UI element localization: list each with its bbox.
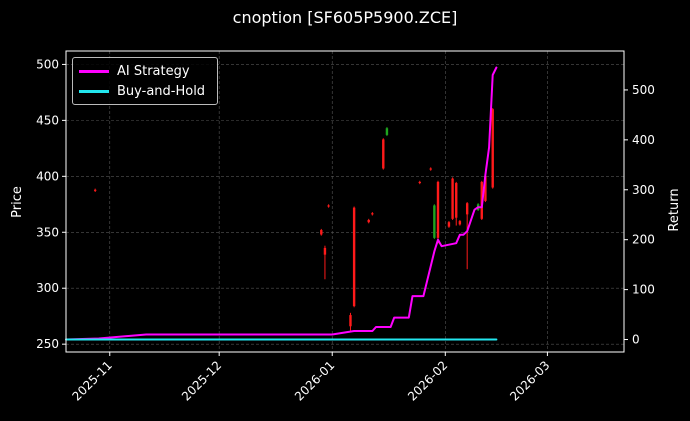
legend: AI Strategy Buy-and-Hold	[72, 57, 218, 105]
candle-body	[382, 139, 385, 169]
legend-swatch-buy-and-hold	[79, 89, 109, 93]
candle-body	[385, 128, 389, 135]
legend-item-buy-and-hold: Buy-and-Hold	[79, 82, 205, 100]
series-layer	[65, 66, 498, 341]
candle-body	[429, 168, 432, 170]
candle-body	[323, 247, 327, 255]
y-right-tick-label: 400	[632, 133, 655, 147]
x-tick-label: 2026-03	[507, 358, 552, 403]
candlestick-layer	[93, 108, 494, 331]
y-left-tick-label: 450	[36, 113, 59, 127]
candle-body	[93, 189, 97, 191]
y-right-tick-label: 200	[632, 233, 655, 247]
legend-item-ai-strategy: AI Strategy	[79, 62, 190, 80]
series-line-ai-strategy	[65, 66, 498, 341]
y-right-tick-label: 0	[632, 333, 640, 347]
x-tick-label: 2025-11	[70, 358, 115, 403]
x-tick-label: 2026-02	[405, 358, 450, 403]
y-left-tick-label: 500	[36, 57, 59, 71]
legend-label-buy-and-hold: Buy-and-Hold	[117, 83, 206, 99]
candle-body	[320, 230, 323, 235]
candle-body	[352, 207, 356, 307]
candle-body	[484, 176, 487, 201]
y-left-tick-label: 300	[36, 281, 59, 295]
candle-body	[418, 181, 421, 184]
candle-body	[458, 221, 462, 225]
candle-body	[491, 109, 494, 188]
y-left-tick-label: 400	[36, 169, 59, 183]
x-tick-label: 2025-12	[179, 358, 224, 403]
candle-body	[451, 178, 454, 219]
y-right-tick-label: 300	[632, 183, 655, 197]
legend-swatch-ai-strategy	[79, 69, 109, 73]
y-left-tick-label: 350	[36, 225, 59, 239]
candle-body	[447, 222, 451, 227]
y-axis-left-label: Price	[10, 186, 25, 218]
candle-body	[367, 219, 370, 223]
plot-frame	[65, 50, 625, 353]
candle-body	[371, 213, 374, 215]
candle-body	[433, 205, 436, 238]
y-right-tick-label: 100	[632, 283, 655, 297]
y-axis-right-label: Return	[667, 188, 682, 231]
candle-body	[436, 181, 440, 238]
y-left-tick-label: 250	[36, 337, 59, 351]
candle-body	[327, 205, 330, 207]
candle-body	[349, 315, 352, 327]
legend-label-ai-strategy: AI Strategy	[117, 63, 190, 79]
candle-body	[465, 203, 469, 215]
x-tick-label: 2026-01	[292, 358, 337, 403]
chart-title: cnoption [SF605P5900.ZCE]	[232, 8, 458, 27]
candle-body	[455, 183, 458, 218]
y-right-tick-label: 500	[632, 83, 655, 97]
